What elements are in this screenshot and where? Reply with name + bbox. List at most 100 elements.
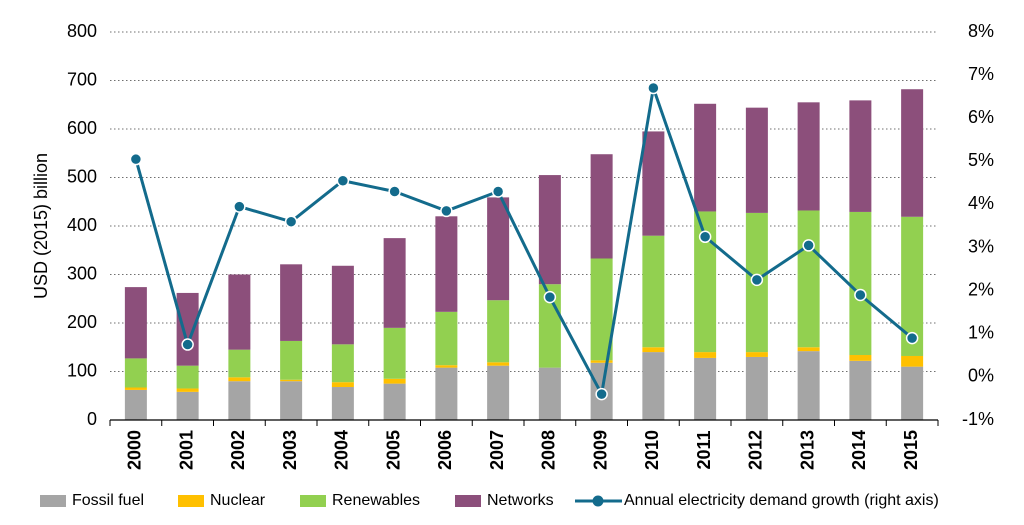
bar-renewables-2006 [435, 311, 458, 366]
demand-growth-point-2008 [543, 290, 557, 304]
bar-networks-2004 [331, 265, 354, 345]
bar-nuclear-2012 [745, 352, 768, 357]
bar-fossil-fuel-2002 [228, 381, 251, 420]
x-tick-2007: 2007 [487, 430, 507, 470]
y-tick-600: 600 [67, 118, 97, 138]
legend-label-demand-growth: Annual electricity demand growth (right … [624, 492, 939, 509]
bar-fossil-fuel-2013 [797, 351, 820, 420]
bar-nuclear-2005 [383, 378, 406, 384]
bar-fossil-fuel-2007 [487, 365, 510, 420]
demand-growth-point-2012 [750, 273, 764, 287]
bar-nuclear-2009 [590, 360, 613, 363]
bar-networks-2012 [745, 107, 768, 213]
demand-growth-point-2001 [181, 338, 194, 351]
left-y-axis-ticks: 0 100 200 300 400 500 600 700 800 [67, 21, 97, 429]
bar-nuclear-2001 [176, 388, 199, 392]
bar-nuclear-2013 [797, 347, 820, 352]
demand-growth-point-2000 [129, 152, 143, 166]
y2-tick-6%: 6% [968, 107, 994, 127]
legend-label-nuclear: Nuclear [210, 492, 266, 509]
bar-nuclear-2000 [124, 387, 147, 390]
y-tick-800: 800 [67, 21, 97, 41]
bar-renewables-2013 [797, 210, 820, 348]
x-tick-2004: 2004 [332, 430, 352, 470]
bar-networks-2002 [228, 274, 251, 350]
x-tick-2013: 2013 [797, 430, 817, 470]
demand-growth-point-2007 [491, 185, 505, 198]
bar-networks-2000 [124, 287, 147, 359]
legend-swatch-demand-growth-marker [592, 495, 604, 507]
y-tick-300: 300 [67, 263, 97, 283]
y-axis-title: USD (2015) billion [31, 153, 51, 299]
y-tick-0: 0 [87, 409, 97, 429]
y-tick-100: 100 [67, 360, 97, 380]
legend-swatch-nuclear [178, 495, 204, 507]
bar-networks-2008 [538, 175, 561, 285]
bar-fossil-fuel-2015 [901, 366, 924, 420]
x-tick-2011: 2011 [694, 430, 714, 469]
y2-tick-8%: 8% [968, 21, 994, 41]
bar-renewables-2002 [228, 349, 251, 378]
demand-growth-point-2013 [802, 239, 815, 252]
x-tick-2015: 2015 [901, 430, 921, 470]
x-axis-ticks: 2000 2001 2002 2003 2004 2005 2006 2007 2008 2009… [109, 420, 939, 470]
bar-networks-2013 [797, 102, 820, 211]
y-tick-500: 500 [67, 166, 97, 186]
bar-fossil-fuel-2004 [331, 387, 354, 420]
bar-networks-2011 [694, 103, 717, 212]
bar-fossil-fuel-2000 [124, 389, 147, 420]
bar-nuclear-2002 [228, 377, 251, 382]
demand-growth-point-2010 [647, 81, 660, 95]
bar-fossil-fuel-2012 [745, 356, 768, 420]
bar-nuclear-2015 [901, 355, 924, 367]
bar-networks-2005 [383, 238, 406, 328]
bar-fossil-fuel-2008 [538, 367, 561, 420]
bar-nuclear-2014 [849, 355, 872, 361]
legend-label-renewables: Renewables [332, 492, 420, 509]
x-tick-2009: 2009 [590, 430, 610, 470]
y2-tick-3%: 3% [968, 236, 994, 256]
demand-growth-point-2002 [233, 200, 246, 213]
bar-networks-2014 [849, 100, 872, 212]
x-tick-2002: 2002 [228, 430, 248, 470]
bar-fossil-fuel-2005 [383, 383, 406, 420]
bar-renewables-2005 [383, 327, 406, 379]
legend-swatch-networks [455, 495, 481, 507]
y2-tick--1%: -1% [962, 409, 994, 429]
demand-growth-point-2011 [698, 230, 712, 244]
bar-renewables-2007 [487, 300, 510, 363]
demand-growth-point-2005 [388, 185, 401, 198]
x-tick-2008: 2008 [539, 430, 559, 470]
x-tick-2005: 2005 [383, 430, 403, 470]
y2-tick-0%: 0% [968, 366, 994, 386]
bar-networks-2007 [487, 197, 510, 301]
demand-growth-point-2006 [440, 204, 453, 218]
demand-growth-point-2003 [284, 215, 298, 228]
y2-tick-2%: 2% [968, 279, 994, 299]
x-tick-2000: 2000 [125, 430, 145, 470]
bar-renewables-2001 [176, 365, 199, 389]
demand-growth-line-series [129, 81, 919, 401]
bar-renewables-2003 [280, 340, 303, 380]
y-tick-700: 700 [67, 69, 97, 89]
bar-fossil-fuel-2001 [176, 391, 199, 420]
x-tick-2014: 2014 [849, 430, 869, 470]
bar-renewables-2010 [642, 235, 665, 348]
demand-growth-point-2015 [905, 331, 919, 345]
bar-nuclear-2006 [435, 365, 458, 368]
x-tick-2010: 2010 [642, 430, 662, 470]
bar-renewables-2011 [694, 211, 717, 353]
x-tick-2006: 2006 [435, 430, 455, 470]
bar-renewables-2009 [590, 258, 613, 361]
bar-nuclear-2010 [642, 347, 665, 353]
legend-label-fossil-fuel: Fossil fuel [72, 492, 144, 509]
bar-networks-2001 [176, 292, 199, 366]
bar-renewables-2000 [124, 358, 147, 388]
legend-swatch-renewables [300, 495, 326, 507]
bar-fossil-fuel-2011 [694, 357, 717, 420]
bar-nuclear-2003 [280, 379, 303, 382]
x-tick-2003: 2003 [280, 430, 300, 470]
bar-networks-2006 [435, 216, 458, 312]
legend-swatch-fossil-fuel [40, 495, 66, 507]
legend-label-networks: Networks [487, 492, 554, 509]
